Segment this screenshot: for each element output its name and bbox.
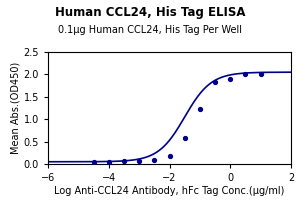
Y-axis label: Mean Abs.(OD450): Mean Abs.(OD450) [11,62,21,154]
Text: 0.1μg Human CCL24, His Tag Per Well: 0.1μg Human CCL24, His Tag Per Well [58,25,242,35]
X-axis label: Log Anti-CCL24 Antibody, hFc Tag Conc.(μg/ml): Log Anti-CCL24 Antibody, hFc Tag Conc.(μ… [54,186,285,196]
Text: Human CCL24, His Tag ELISA: Human CCL24, His Tag ELISA [55,6,245,19]
